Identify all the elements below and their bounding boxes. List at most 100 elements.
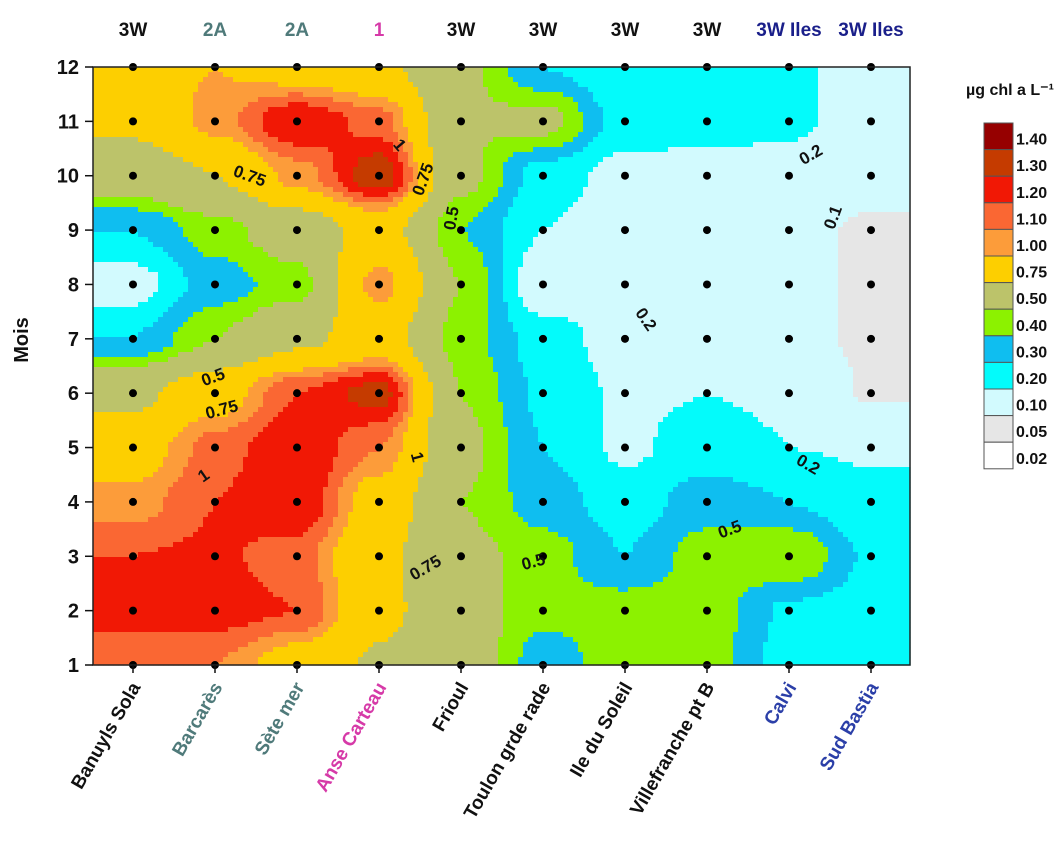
contour-cell (488, 157, 494, 163)
contour-cell (523, 157, 529, 163)
contour-cell (683, 187, 689, 193)
contour-cell (853, 112, 859, 118)
contour-cell (508, 87, 514, 93)
contour-cell (813, 77, 819, 83)
contour-cell (868, 202, 874, 208)
contour-cell (488, 102, 494, 108)
contour-cell (298, 92, 304, 98)
contour-cell (343, 217, 349, 223)
contour-cell (643, 92, 649, 98)
contour-cell (833, 87, 839, 93)
contour-cell (458, 207, 464, 213)
contour-cell (188, 207, 194, 213)
contour-cell (443, 142, 449, 148)
contour-cell (618, 107, 624, 113)
contour-cell (113, 147, 119, 153)
contour-cell (368, 107, 374, 113)
contour-cell (238, 82, 244, 88)
contour-cell (548, 162, 554, 168)
contour-cell (468, 102, 474, 108)
contour-cell (663, 82, 669, 88)
contour-cell (143, 132, 149, 138)
contour-cell (323, 217, 329, 223)
contour-cell (643, 207, 649, 213)
contour-cell (298, 72, 304, 78)
contour-cell (283, 187, 289, 193)
contour-cell (398, 112, 404, 118)
contour-cell (743, 92, 749, 98)
contour-cell (578, 97, 584, 103)
contour-cell (658, 172, 664, 178)
contour-cell (698, 197, 704, 203)
contour-cell (848, 122, 854, 128)
contour-cell (428, 202, 434, 208)
contour-cell (773, 142, 779, 148)
contour-cell (723, 97, 729, 103)
contour-cell (598, 202, 604, 208)
contour-cell (848, 212, 854, 218)
contour-cell (503, 207, 509, 213)
contour-cell (288, 117, 294, 123)
contour-cell (558, 92, 564, 98)
contour-cell (628, 187, 634, 193)
contour-cell (778, 187, 784, 193)
contour-cell (533, 152, 539, 158)
contour-cell (453, 197, 459, 203)
contour-cell (558, 107, 564, 113)
contour-cell (378, 187, 384, 193)
contour-cell (593, 102, 599, 108)
contour-cell (618, 137, 624, 143)
contour-cell (578, 197, 584, 203)
contour-cell (573, 212, 579, 218)
contour-cell (133, 212, 139, 218)
contour-cell (173, 137, 179, 143)
contour-cell (638, 82, 644, 88)
contour-cell (438, 127, 444, 133)
contour-cell (593, 177, 599, 183)
contour-cell (763, 97, 769, 103)
contour-cell (313, 107, 319, 113)
contour-cell (523, 187, 529, 193)
contour-cell (703, 77, 709, 83)
contour-cell (293, 177, 299, 183)
contour-cell (338, 197, 344, 203)
contour-cell (568, 172, 574, 178)
contour-cell (313, 72, 319, 78)
contour-cell (208, 137, 214, 143)
contour-cell (183, 212, 189, 218)
contour-cell (118, 137, 124, 143)
contour-cell (373, 107, 379, 113)
contour-cell (123, 97, 129, 103)
contour-cell (838, 102, 844, 108)
contour-cell (423, 207, 429, 213)
contour-cell (398, 102, 404, 108)
contour-cell (468, 77, 474, 83)
contour-cell (418, 182, 424, 188)
contour-cell (763, 172, 769, 178)
contour-cell (408, 127, 414, 133)
contour-cell (498, 187, 504, 193)
contour-cell (478, 167, 484, 173)
contour-cell (133, 77, 139, 83)
contour-cell (793, 67, 799, 73)
contour-cell (523, 202, 529, 208)
contour-cell (543, 137, 549, 143)
contour-cell (243, 207, 249, 213)
contour-cell (163, 152, 169, 158)
contour-cell (783, 197, 789, 203)
contour-cell (833, 132, 839, 138)
contour-cell (278, 77, 284, 83)
contour-cell (718, 122, 724, 128)
contour-cell (398, 212, 404, 218)
contour-cell (603, 157, 609, 163)
contour-cell (683, 112, 689, 118)
contour-cell (313, 197, 319, 203)
contour-cell (363, 202, 369, 208)
contour-cell (708, 77, 714, 83)
contour-cell (453, 127, 459, 133)
contour-cell (403, 177, 409, 183)
contour-cell (833, 102, 839, 108)
contour-cell (688, 102, 694, 108)
contour-cell (128, 187, 134, 193)
contour-cell (693, 122, 699, 128)
